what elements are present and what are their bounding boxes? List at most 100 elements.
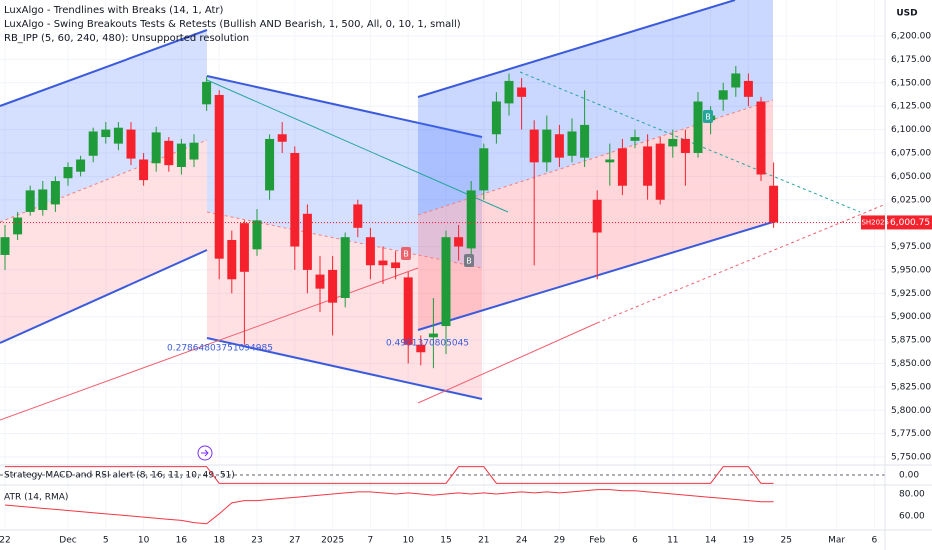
y-tick-label: 6,100.00 bbox=[891, 125, 931, 135]
candle-body bbox=[113, 127, 123, 144]
channel-upper bbox=[0, 30, 207, 222]
x-tick-label: 6 bbox=[872, 536, 878, 546]
candle-body bbox=[416, 344, 426, 353]
candle-body bbox=[126, 129, 136, 159]
axes: 6,200.00 6,175.00 6,150.00 6,125.00 6,100.00… bbox=[0, 32, 931, 546]
indicator-line bbox=[4, 489, 774, 525]
y-tick-label: 0.00 bbox=[899, 471, 919, 481]
candle-body bbox=[643, 146, 653, 186]
candle-body bbox=[252, 220, 262, 250]
annotation: 0.4961370805045 bbox=[386, 339, 469, 349]
candle-body bbox=[101, 129, 111, 138]
candle-body bbox=[542, 129, 552, 163]
x-tick-label: 29 bbox=[554, 536, 566, 546]
x-tick-label: 11 bbox=[667, 536, 678, 546]
y-tick-label: 5,950.00 bbox=[891, 265, 931, 275]
candle-body bbox=[0, 237, 10, 255]
y-tick-label: 6,025.00 bbox=[891, 195, 931, 205]
candle-body bbox=[63, 167, 73, 179]
x-tick-label: 19 bbox=[743, 536, 755, 546]
candle-body bbox=[403, 277, 413, 345]
channel-upper bbox=[207, 76, 482, 268]
y-tick-label: 5,775.00 bbox=[891, 429, 931, 439]
channel-line bbox=[206, 75, 483, 138]
marker-box bbox=[464, 254, 474, 267]
candle-body bbox=[214, 94, 224, 259]
candle-body bbox=[491, 101, 501, 135]
annotation: 0.27864803751094985 bbox=[167, 344, 273, 354]
candle-body bbox=[479, 148, 489, 191]
channel-line bbox=[417, 0, 736, 98]
legend-line: LuxAlgo - Swing Breakouts Tests & Retest… bbox=[4, 19, 461, 30]
y-tick-label: 5,900.00 bbox=[891, 312, 931, 322]
candle-body bbox=[151, 132, 161, 164]
x-tick-label: 21 bbox=[478, 536, 489, 546]
x-tick-label: 6 bbox=[632, 536, 638, 546]
trend-line bbox=[417, 322, 598, 404]
candle-body bbox=[176, 143, 186, 168]
candle-body bbox=[428, 333, 438, 338]
channel-lower bbox=[0, 140, 207, 343]
candle-body bbox=[554, 134, 564, 158]
candle-body bbox=[265, 138, 275, 191]
legend: LuxAlgo - Trendlines with Breaks (14, 1,… bbox=[4, 5, 461, 44]
candle-body bbox=[164, 140, 174, 166]
trend-line bbox=[206, 79, 509, 213]
x-tick-label: 18 bbox=[213, 536, 225, 546]
candle-body bbox=[769, 185, 779, 223]
candle-body bbox=[693, 101, 703, 153]
symbol-label-box bbox=[861, 215, 885, 230]
candle-body bbox=[239, 223, 249, 272]
channel-line bbox=[0, 29, 208, 107]
y-tick-label: 60.00 bbox=[899, 512, 925, 522]
x-tick-label: 7 bbox=[368, 536, 374, 546]
markers: B B B bbox=[401, 110, 713, 267]
x-tick-label: 10 bbox=[138, 536, 150, 546]
symbol-label: ESH2025 bbox=[857, 218, 889, 226]
y-tick-label: 6,200.00 bbox=[891, 32, 931, 42]
candle-body bbox=[454, 237, 464, 247]
candle-body bbox=[680, 138, 690, 153]
candle-body bbox=[668, 138, 678, 147]
candle-body bbox=[580, 124, 590, 158]
x-tick-label: 16 bbox=[176, 536, 188, 546]
marker: B bbox=[403, 250, 409, 259]
candle-body bbox=[353, 204, 363, 228]
x-tick-label: 25 bbox=[780, 536, 791, 546]
x-tick-label: 5 bbox=[103, 536, 109, 546]
candle-body bbox=[466, 190, 476, 249]
channel-mid bbox=[417, 99, 774, 216]
candle-body bbox=[290, 152, 300, 247]
x-tick-label: Dec bbox=[59, 536, 76, 546]
trend-line bbox=[596, 203, 885, 324]
marker-box bbox=[401, 247, 411, 260]
y-tick-label: 5,850.00 bbox=[891, 359, 931, 369]
price-label: 6,000.75 bbox=[890, 218, 930, 228]
channel-line bbox=[206, 337, 483, 400]
candle-body bbox=[504, 80, 514, 104]
y-tick-label: 6,125.00 bbox=[891, 102, 931, 112]
y-tick-label: 5,750.00 bbox=[891, 453, 931, 463]
y-tick-label: 5,825.00 bbox=[891, 382, 931, 392]
y-tick-label: 5,975.00 bbox=[891, 242, 931, 252]
channel-upper bbox=[418, 0, 773, 215]
candle-body bbox=[202, 81, 212, 105]
candle-body bbox=[731, 73, 741, 88]
candle-body bbox=[76, 159, 86, 172]
legend-line: RB_IPP (5, 60, 240, 480): Unsupported re… bbox=[4, 33, 249, 44]
x-tick-label: Feb bbox=[589, 536, 605, 546]
x-tick-label: Mar bbox=[828, 536, 845, 546]
candle-body bbox=[756, 101, 766, 175]
price-label-box bbox=[887, 215, 932, 230]
marker: B bbox=[466, 257, 472, 266]
x-tick-label: 10 bbox=[402, 536, 414, 546]
candle-body bbox=[13, 217, 23, 235]
trend-line bbox=[519, 71, 861, 213]
candle-body bbox=[315, 274, 325, 289]
candle-body bbox=[277, 134, 287, 142]
candle-body bbox=[529, 129, 539, 163]
x-tick-label: 22 bbox=[0, 536, 11, 546]
currency: USD bbox=[896, 9, 917, 19]
